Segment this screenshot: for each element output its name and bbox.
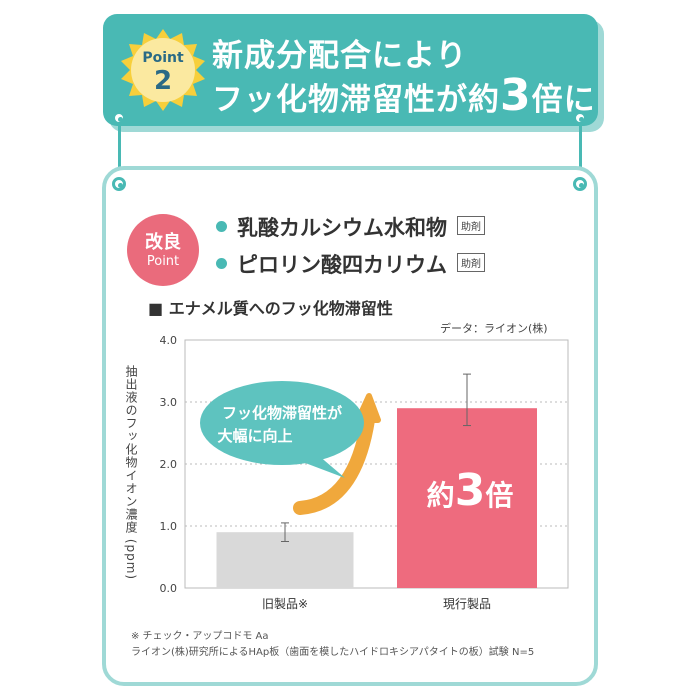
callout-bubble (200, 381, 364, 465)
feature-item-1: 乳酸カルシウム水和物 助剤 (216, 212, 485, 242)
feature-tag: 助剤 (457, 253, 485, 272)
header-title-line2-number: 3 (500, 70, 532, 121)
bar-2 (397, 408, 537, 588)
connector-dot-right-bottom (573, 177, 587, 191)
callout-tail (300, 455, 345, 478)
bullet-icon (216, 221, 227, 232)
y-tick-label: 2.0 (160, 458, 178, 471)
bullet-icon (216, 258, 227, 269)
connector-right (579, 118, 582, 184)
y-tick-label: 4.0 (160, 334, 178, 347)
improve-badge-line2: Point (146, 254, 180, 269)
point-badge-icon (121, 29, 205, 111)
chart-title: ■ エナメル質へのフッ化物滞留性 (148, 299, 393, 318)
improve-badge-line1: 改良 (145, 232, 181, 253)
feature-tag: 助剤 (457, 216, 485, 235)
feature-name: ピロリン酸四カリウム (237, 253, 447, 277)
feature-item-2: ピロリン酸四カリウム 助剤 (216, 249, 485, 279)
header-title-line2-pre: フッ化物滞留性が約 (212, 82, 500, 118)
callout-line1: フッ化物滞留性が (222, 404, 343, 422)
header-title-line1: 新成分配合により (212, 38, 468, 74)
x-tick-label: 旧製品※ (262, 597, 308, 611)
bar-annotation-number: 3 (455, 465, 486, 516)
bar-annotation: 約3倍 (427, 465, 514, 516)
improve-point-badge: 改良 Point (127, 214, 199, 286)
increase-arrow-icon (293, 413, 375, 515)
bars (216, 408, 537, 588)
arrow-head-icon (355, 393, 381, 423)
y-tick-label: 3.0 (160, 396, 178, 409)
callout-line2: 大幅に向上 (217, 427, 292, 445)
x-tick-label: 現行製品 (443, 597, 491, 611)
y-tick-label: 1.0 (160, 520, 178, 533)
point-label: Point (142, 50, 184, 66)
x-tick-labels: 旧製品※ 現行製品 (262, 597, 491, 611)
feature-name: 乳酸カルシウム水和物 (237, 216, 447, 240)
error-bar-1 (281, 522, 289, 542)
footnote-2: ライオン(株)研究所によるHAp板（歯面を模したハイドロキシアパタイトの板）試験… (131, 647, 535, 658)
y-tick-label: 0.0 (160, 582, 178, 595)
bar-annotation-post: 倍 (485, 479, 513, 512)
connector-left (118, 118, 121, 184)
y-axis-label: 抽出液のフッ化物イオン濃度 (ppm) (124, 365, 138, 581)
error-bar-2 (463, 373, 471, 427)
footnote-1: ※ チェック・アップコドモ Aa (131, 631, 269, 642)
data-source: データ：ライオン(株) (440, 322, 548, 335)
y-tick-labels: 0.0 1.0 2.0 3.0 4.0 (160, 334, 178, 595)
point-number: 2 (153, 66, 173, 96)
bar-annotation-pre: 約 (427, 479, 455, 512)
grid-lines (184, 339, 569, 589)
connector-dot-left-top (112, 111, 126, 125)
error-bars (281, 373, 471, 542)
connector-dot-left-bottom (112, 177, 126, 191)
connector-dot-right-top (573, 111, 587, 125)
